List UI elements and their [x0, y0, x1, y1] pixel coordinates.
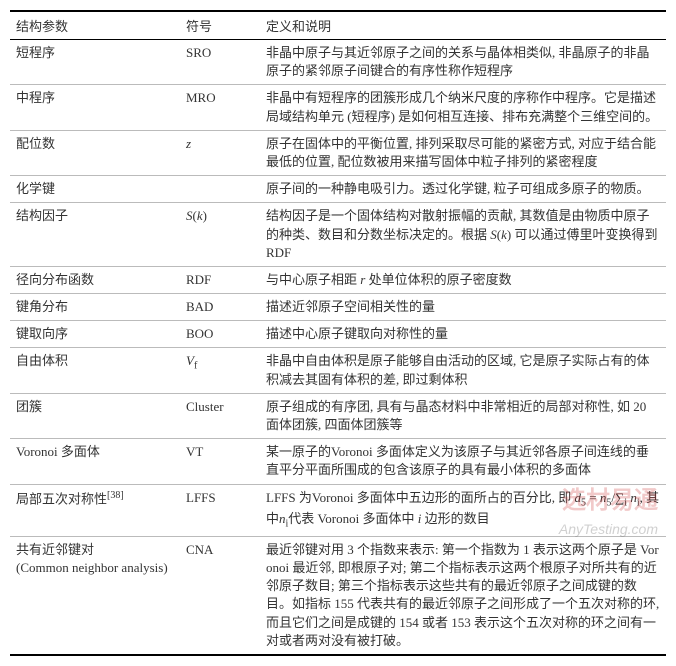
structure-params-table: 结构参数 符号 定义和说明 短程序SRO非晶中原子与其近邻原子之间的关系与晶体相… — [10, 10, 666, 656]
table-row: 键取向序BOO描述中心原子键取向对称性的量 — [10, 321, 666, 348]
cell-symbol: CNA — [180, 536, 260, 655]
cell-desc: 最近邻键对用 3 个指数来表示: 第一个指数为 1 表示这两个原子是 Voron… — [260, 536, 666, 655]
cell-symbol: LFFS — [180, 484, 260, 536]
cell-symbol: RDF — [180, 266, 260, 293]
table-row: 局部五次对称性[38]LFFSLFFS 为Voronoi 多面体中五边形的面所占… — [10, 484, 666, 536]
cell-param: 自由体积 — [10, 348, 180, 393]
cell-symbol: S(k) — [180, 203, 260, 267]
cell-param: 化学键 — [10, 176, 180, 203]
cell-desc: 非晶中有短程序的团簇形成几个纳米尺度的序称作中程序。它是描述局域结构单元 (短程… — [260, 85, 666, 130]
cell-symbol: BOO — [180, 321, 260, 348]
table-row: 短程序SRO非晶中原子与其近邻原子之间的关系与晶体相类似, 非晶原子的非晶原子的… — [10, 40, 666, 85]
cell-desc: 非晶中自由体积是原子能够自由活动的区域, 它是原子实际占有的体积减去其固有体积的… — [260, 348, 666, 393]
cell-symbol: Cluster — [180, 393, 260, 438]
cell-param: 中程序 — [10, 85, 180, 130]
cell-param: 局部五次对称性[38] — [10, 484, 180, 536]
table-row: 配位数z原子在固体中的平衡位置, 排列采取尽可能的紧密方式, 对应于结合能最低的… — [10, 130, 666, 175]
cell-symbol: z — [180, 130, 260, 175]
table-row: 键角分布BAD描述近邻原子空间相关性的量 — [10, 294, 666, 321]
cell-symbol — [180, 176, 260, 203]
table-row: Voronoi 多面体VT某一原子的Voronoi 多面体定义为该原子与其近邻各… — [10, 439, 666, 484]
cell-param: 径向分布函数 — [10, 266, 180, 293]
cell-symbol: BAD — [180, 294, 260, 321]
cell-param: 共有近邻键对(Common neighbor analysis) — [10, 536, 180, 655]
table-row: 团簇Cluster原子组成的有序团, 具有与晶态材料中非常相近的局部对称性, 如… — [10, 393, 666, 438]
table-row: 化学键 原子间的一种静电吸引力。透过化学键, 粒子可组成多原子的物质。 — [10, 176, 666, 203]
cell-symbol: Vf — [180, 348, 260, 393]
cell-param: 键取向序 — [10, 321, 180, 348]
cell-param: 键角分布 — [10, 294, 180, 321]
cell-param: 配位数 — [10, 130, 180, 175]
cell-param: 短程序 — [10, 40, 180, 85]
cell-param: Voronoi 多面体 — [10, 439, 180, 484]
cell-desc: 非晶中原子与其近邻原子之间的关系与晶体相类似, 非晶原子的非晶原子的紧邻原子间键… — [260, 40, 666, 85]
cell-desc: 原子组成的有序团, 具有与晶态材料中非常相近的局部对称性, 如 20 面体团簇,… — [260, 393, 666, 438]
cell-param: 团簇 — [10, 393, 180, 438]
cell-desc: 描述近邻原子空间相关性的量 — [260, 294, 666, 321]
table-row: 径向分布函数RDF与中心原子相距 r 处单位体积的原子密度数 — [10, 266, 666, 293]
th-param: 结构参数 — [10, 11, 180, 40]
cell-symbol: VT — [180, 439, 260, 484]
cell-symbol: MRO — [180, 85, 260, 130]
cell-desc: 原子间的一种静电吸引力。透过化学键, 粒子可组成多原子的物质。 — [260, 176, 666, 203]
th-symbol: 符号 — [180, 11, 260, 40]
cell-symbol: SRO — [180, 40, 260, 85]
cell-desc: 原子在固体中的平衡位置, 排列采取尽可能的紧密方式, 对应于结合能最低的位置, … — [260, 130, 666, 175]
cell-desc: 某一原子的Voronoi 多面体定义为该原子与其近邻各原子间连线的垂直平分平面所… — [260, 439, 666, 484]
table-row: 自由体积Vf非晶中自由体积是原子能够自由活动的区域, 它是原子实际占有的体积减去… — [10, 348, 666, 393]
cell-desc: 结构因子是一个固体结构对散射振幅的贡献, 其数值是由物质中原子的种类、数目和分数… — [260, 203, 666, 267]
th-desc: 定义和说明 — [260, 11, 666, 40]
cell-param: 结构因子 — [10, 203, 180, 267]
table-row: 共有近邻键对(Common neighbor analysis)CNA最近邻键对… — [10, 536, 666, 655]
cell-desc: 与中心原子相距 r 处单位体积的原子密度数 — [260, 266, 666, 293]
table-row: 中程序MRO非晶中有短程序的团簇形成几个纳米尺度的序称作中程序。它是描述局域结构… — [10, 85, 666, 130]
cell-desc: 描述中心原子键取向对称性的量 — [260, 321, 666, 348]
table-row: 结构因子S(k)结构因子是一个固体结构对散射振幅的贡献, 其数值是由物质中原子的… — [10, 203, 666, 267]
cell-desc: LFFS 为Voronoi 多面体中五边形的面所占的百分比, 即 d5 = n5… — [260, 484, 666, 536]
